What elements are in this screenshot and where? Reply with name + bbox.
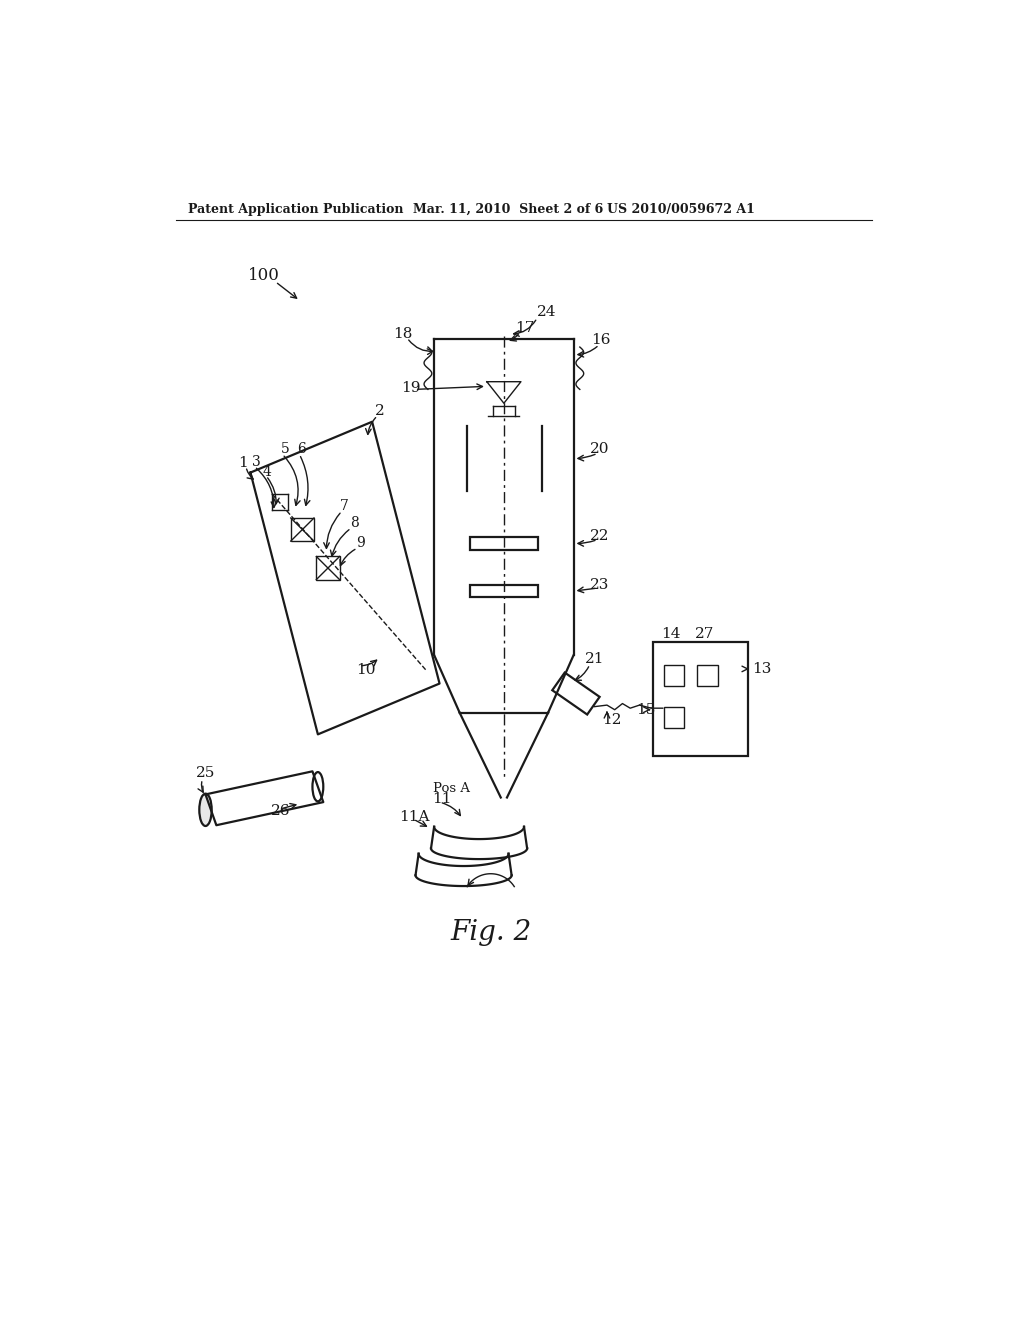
Text: 5: 5 [281, 442, 290, 457]
Text: 7: 7 [340, 499, 349, 513]
Bar [552, 673, 600, 714]
Ellipse shape [312, 772, 324, 801]
Text: 2: 2 [375, 404, 384, 418]
Text: 3: 3 [252, 455, 261, 469]
Text: Patent Application Publication: Patent Application Publication [188, 203, 403, 215]
Text: 26: 26 [271, 804, 291, 818]
Text: US 2010/0059672 A1: US 2010/0059672 A1 [607, 203, 755, 215]
Text: 19: 19 [400, 381, 420, 395]
Text: 15: 15 [636, 702, 655, 717]
Bar [653, 642, 748, 756]
Bar [470, 537, 538, 549]
Text: 11: 11 [432, 792, 452, 807]
Text: Fig. 2: Fig. 2 [451, 919, 531, 945]
Text: 13: 13 [752, 661, 771, 676]
Text: 100: 100 [248, 267, 280, 284]
Text: Pos A: Pos A [432, 781, 470, 795]
Text: 1: 1 [238, 455, 248, 470]
Text: 6: 6 [297, 442, 306, 457]
Ellipse shape [200, 793, 212, 826]
Text: 25: 25 [197, 766, 216, 780]
Text: 18: 18 [393, 327, 413, 341]
Text: 11A: 11A [399, 809, 430, 824]
Text: 20: 20 [590, 442, 609, 457]
Text: 8: 8 [349, 516, 358, 531]
Bar [664, 665, 684, 686]
Bar [291, 517, 314, 541]
Text: 16: 16 [592, 333, 611, 347]
Text: 24: 24 [538, 305, 557, 319]
Bar [697, 665, 718, 686]
Text: 23: 23 [590, 578, 609, 591]
Text: 14: 14 [662, 627, 681, 642]
Text: 27: 27 [695, 627, 715, 642]
Text: 4: 4 [262, 465, 271, 479]
Text: 17: 17 [515, 321, 535, 335]
Text: 12: 12 [602, 714, 622, 727]
Text: 22: 22 [590, 529, 609, 543]
Bar [316, 557, 340, 579]
Bar [470, 585, 538, 598]
Text: 10: 10 [356, 664, 376, 677]
Text: 21: 21 [586, 652, 605, 665]
Text: 9: 9 [356, 536, 365, 550]
Bar [664, 708, 684, 729]
Text: Mar. 11, 2010  Sheet 2 of 6: Mar. 11, 2010 Sheet 2 of 6 [414, 203, 603, 215]
